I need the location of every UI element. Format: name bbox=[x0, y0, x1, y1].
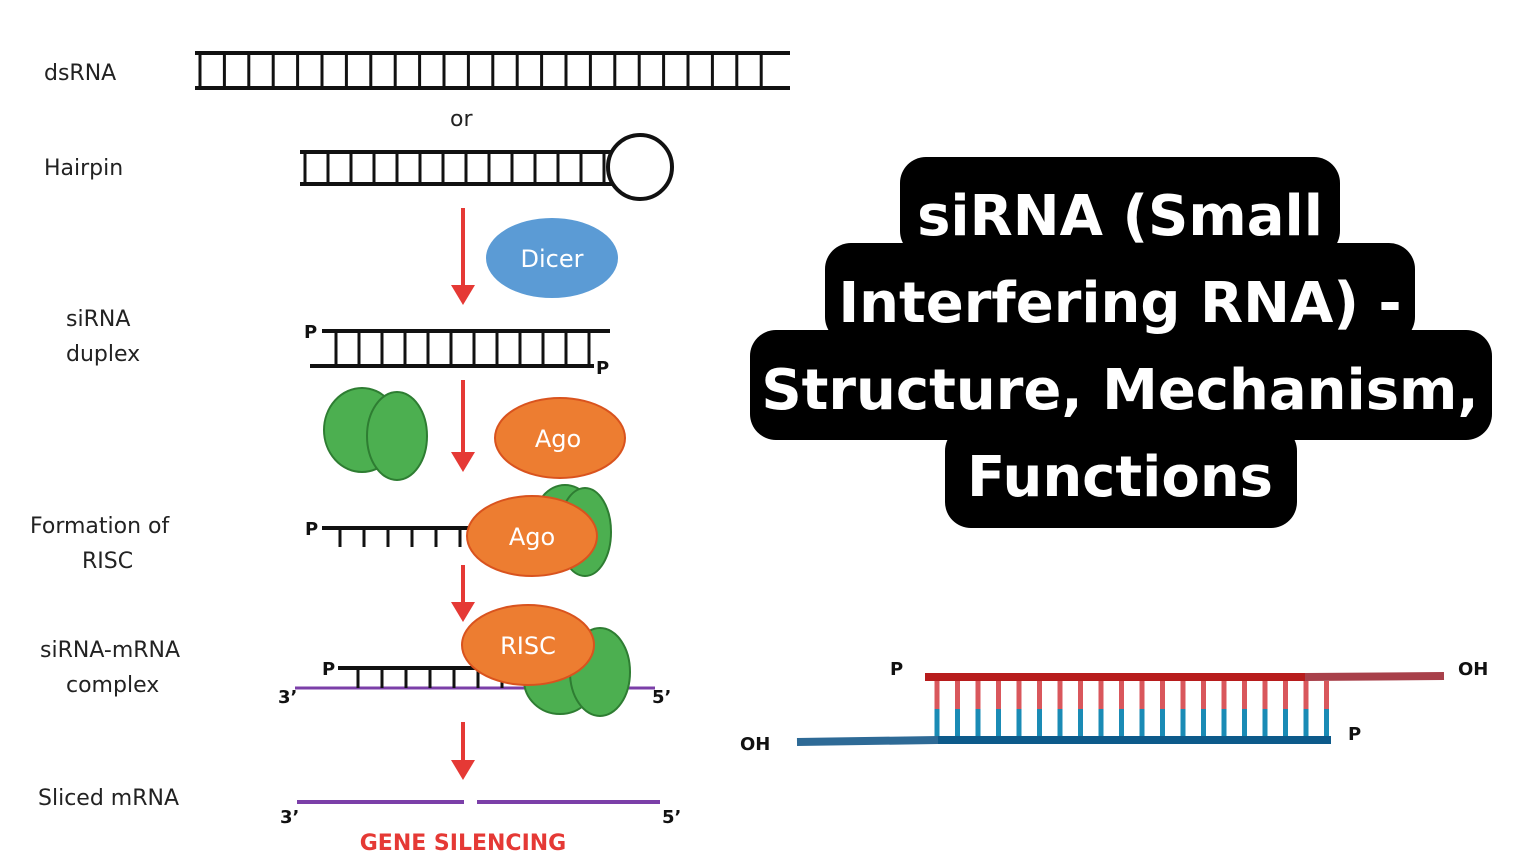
label-complex: complex bbox=[66, 673, 159, 698]
duplex-p-bottom: P bbox=[596, 358, 609, 379]
risc-label: RISC bbox=[500, 632, 556, 660]
risc-p: P bbox=[305, 519, 318, 540]
title-line-4: Functions bbox=[967, 445, 1273, 510]
hairpin-loop bbox=[606, 133, 674, 201]
antisense-overhang bbox=[796, 736, 939, 746]
ago-protein-loaded bbox=[466, 495, 598, 577]
risc-complex bbox=[461, 604, 595, 686]
title-line-3: Structure, Mechanism, bbox=[761, 358, 1478, 423]
label-risc: RISC bbox=[82, 549, 133, 574]
complex-p: P bbox=[322, 659, 335, 680]
sense-overhang bbox=[1304, 672, 1445, 681]
ago-label: Ago bbox=[535, 425, 581, 453]
label-formation: Formation of bbox=[30, 514, 170, 539]
dsrna-ladder bbox=[198, 53, 763, 88]
ago-protein bbox=[494, 397, 626, 479]
gene-silencing-label: GENE SILENCING bbox=[360, 831, 566, 856]
sirna-structure bbox=[934, 681, 1329, 737]
label-dsrna: dsRNA bbox=[44, 61, 116, 86]
title-line-2: Interfering RNA) - bbox=[838, 271, 1401, 336]
label-hairpin: Hairpin bbox=[44, 156, 123, 181]
sense-p: P bbox=[890, 659, 903, 680]
sliced-5prime: 5’ bbox=[662, 807, 681, 828]
label-sirna: siRNA bbox=[66, 307, 130, 332]
label-or: or bbox=[450, 107, 473, 132]
title-block: siRNA (Small Interfering RNA) - Structur… bbox=[750, 157, 1492, 528]
arrow-down-icon bbox=[451, 452, 475, 472]
label-duplex: duplex bbox=[66, 342, 140, 367]
sliced-3prime: 3’ bbox=[280, 807, 299, 828]
ago-label-2: Ago bbox=[509, 523, 555, 551]
title-line-1: siRNA (Small bbox=[917, 184, 1323, 249]
duplex-p-top: P bbox=[304, 322, 317, 343]
arrow-down-icon bbox=[451, 285, 475, 305]
label-sirna-mrna: siRNA-mRNA bbox=[40, 638, 180, 663]
arrow-down-icon bbox=[451, 760, 475, 780]
complex-5prime: 5’ bbox=[652, 687, 671, 708]
green-protein bbox=[366, 391, 428, 481]
dicer-label: Dicer bbox=[521, 245, 584, 273]
complex-3prime: 3’ bbox=[278, 687, 297, 708]
antisense-oh: OH bbox=[740, 734, 770, 755]
process-arrows bbox=[451, 208, 475, 780]
hairpin-ladder bbox=[303, 152, 606, 184]
antisense-p: P bbox=[1348, 724, 1361, 745]
single-strand-ticks bbox=[338, 528, 462, 547]
dicer-enzyme bbox=[486, 218, 618, 298]
sense-oh: OH bbox=[1458, 659, 1488, 680]
label-sliced: Sliced mRNA bbox=[38, 786, 179, 811]
sirna-duplex-ladder bbox=[334, 331, 591, 366]
arrow-down-icon bbox=[451, 602, 475, 622]
